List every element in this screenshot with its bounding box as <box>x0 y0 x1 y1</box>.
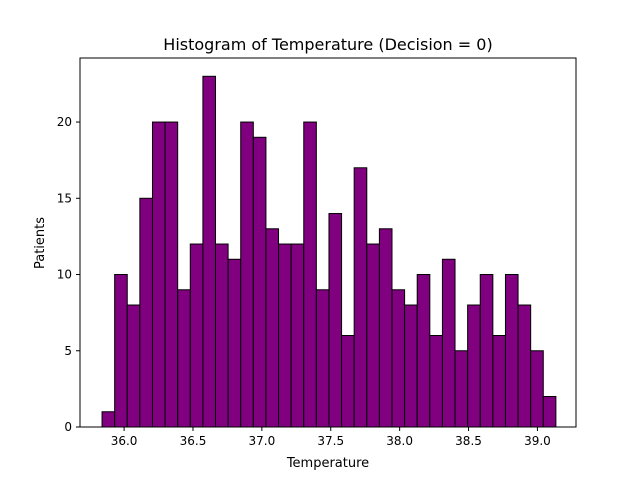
histogram-bar <box>114 274 128 428</box>
histogram-bar <box>315 289 330 428</box>
histogram-bar <box>504 274 519 428</box>
histogram-bar <box>278 243 292 428</box>
histogram-bar <box>215 243 229 428</box>
x-tick-label: 37.5 <box>317 434 344 448</box>
y-tick-label: 15 <box>57 191 72 205</box>
x-axis-label: Temperature <box>286 456 369 471</box>
histogram-bar <box>479 274 494 428</box>
y-tick-label: 20 <box>57 115 72 129</box>
histogram-bar <box>467 304 481 428</box>
histogram-bar <box>517 304 532 428</box>
histogram-bar <box>454 350 469 428</box>
bars-group <box>101 75 557 428</box>
histogram-bar <box>328 213 343 428</box>
histogram-bar <box>416 274 431 428</box>
y-tick-label: 5 <box>64 344 72 358</box>
plot-frame <box>79 57 577 428</box>
x-tick-label: 36.5 <box>180 434 207 448</box>
histogram-bar <box>139 197 153 428</box>
x-tick-label: 38.0 <box>386 434 413 448</box>
histogram-bar <box>404 304 418 428</box>
histogram-bar <box>303 121 317 428</box>
histogram-bar <box>429 335 443 428</box>
x-tick-label: 38.5 <box>455 434 482 448</box>
histogram-bar <box>189 243 204 428</box>
y-tick-label: 10 <box>57 268 72 282</box>
histogram-bar <box>227 258 242 428</box>
histogram-bar <box>391 289 406 428</box>
histogram-bar <box>202 75 217 428</box>
histogram-bar <box>366 243 380 428</box>
x-tick-label: 39.0 <box>524 434 551 448</box>
y-tick-label: 0 <box>64 420 72 434</box>
histogram-bar <box>101 411 116 428</box>
histogram-bar <box>177 289 191 428</box>
histogram-bar <box>341 335 355 428</box>
histogram-bar <box>441 258 456 428</box>
histogram-bar <box>353 167 368 428</box>
x-axis-ticks: 36.0 36.5 37.0 37.5 38.0 38.5 39.0 <box>111 427 551 448</box>
histogram-bar <box>530 350 544 428</box>
histogram-bar <box>252 136 267 428</box>
y-axis-ticks: 0 5 10 15 20 <box>57 115 80 434</box>
x-tick-label: 37.0 <box>249 434 276 448</box>
histogram-bar <box>290 243 305 428</box>
histogram-bar <box>378 228 393 428</box>
histogram-bar <box>126 304 141 428</box>
histogram-bar <box>542 396 557 428</box>
histogram-bar <box>240 121 254 428</box>
y-axis-label: Patients <box>33 217 48 269</box>
chart-title: Histogram of Temperature (Decision = 0) <box>163 35 492 54</box>
x-tick-label: 36.0 <box>111 434 138 448</box>
histogram-bar <box>164 121 179 428</box>
histogram-bar <box>265 228 280 428</box>
histogram-bar <box>492 335 506 428</box>
histogram-bar <box>151 121 166 428</box>
